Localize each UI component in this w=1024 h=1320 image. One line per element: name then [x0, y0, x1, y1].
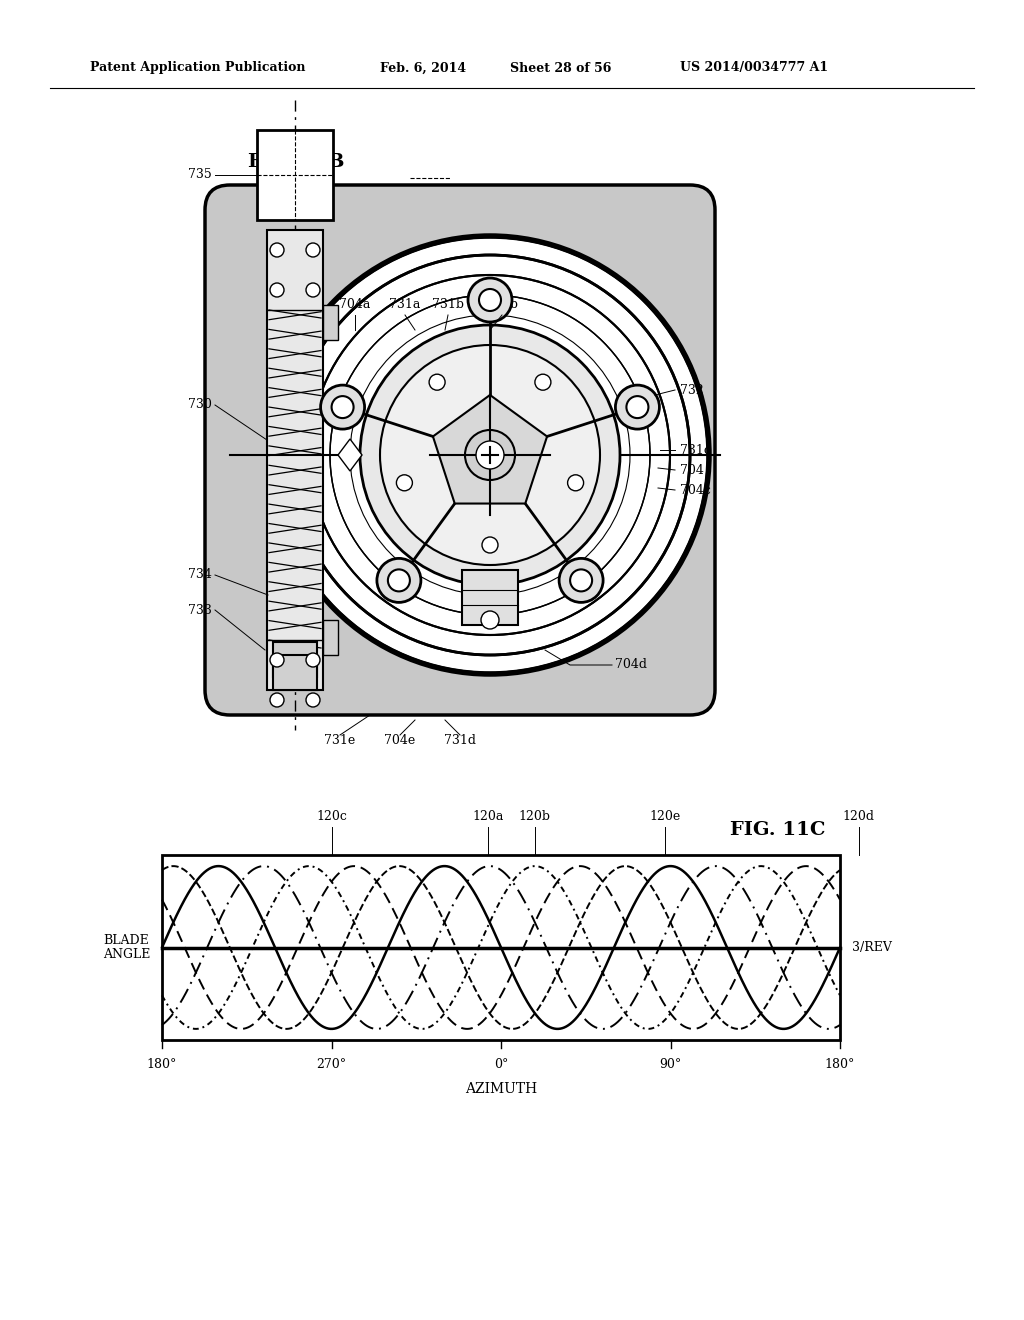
Text: 180°: 180° — [824, 1059, 855, 1071]
Text: 732: 732 — [680, 384, 703, 396]
Text: 704e: 704e — [384, 734, 416, 747]
Text: 120d: 120d — [843, 810, 874, 822]
Text: Sheet 28 of 56: Sheet 28 of 56 — [510, 62, 611, 74]
Circle shape — [570, 569, 592, 591]
Circle shape — [627, 396, 648, 418]
Circle shape — [360, 325, 620, 585]
Text: AZIMUTH: AZIMUTH — [465, 1082, 537, 1096]
Circle shape — [270, 693, 284, 708]
Circle shape — [559, 558, 603, 602]
Circle shape — [479, 289, 501, 312]
Text: FIG. 11C: FIG. 11C — [730, 821, 825, 840]
Text: 120c: 120c — [316, 810, 347, 822]
Text: 734: 734 — [188, 569, 212, 582]
Text: FIG. 11B: FIG. 11B — [248, 153, 344, 172]
Circle shape — [270, 653, 284, 667]
Circle shape — [388, 569, 410, 591]
Circle shape — [481, 611, 499, 630]
Circle shape — [615, 385, 659, 429]
Circle shape — [567, 475, 584, 491]
Circle shape — [465, 430, 515, 480]
FancyBboxPatch shape — [205, 185, 715, 715]
Circle shape — [429, 374, 445, 391]
Bar — [267, 230, 323, 690]
Circle shape — [306, 282, 319, 297]
Text: 704: 704 — [680, 463, 703, 477]
Text: 704c: 704c — [680, 483, 711, 496]
Text: 735: 735 — [188, 169, 212, 181]
Text: 733: 733 — [188, 603, 212, 616]
Text: 90°: 90° — [659, 1059, 682, 1071]
Circle shape — [321, 385, 365, 429]
Text: 3/REV: 3/REV — [852, 941, 892, 954]
Circle shape — [306, 693, 319, 708]
Circle shape — [270, 282, 284, 297]
Bar — [323, 305, 338, 341]
Circle shape — [332, 396, 353, 418]
Text: BLADE
ANGLE: BLADE ANGLE — [102, 933, 150, 961]
Text: Feb. 6, 2014: Feb. 6, 2014 — [380, 62, 466, 74]
Circle shape — [476, 441, 504, 469]
Text: 731b: 731b — [432, 298, 464, 312]
Circle shape — [377, 558, 421, 602]
Bar — [273, 642, 317, 677]
Circle shape — [396, 475, 413, 491]
Text: 731d: 731d — [444, 734, 476, 747]
Polygon shape — [433, 395, 547, 503]
Circle shape — [270, 243, 284, 257]
Text: 704b: 704b — [486, 298, 518, 312]
Text: 120e: 120e — [649, 810, 681, 822]
Circle shape — [306, 653, 319, 667]
Text: US 2014/0034777 A1: US 2014/0034777 A1 — [680, 62, 828, 74]
Bar — [323, 620, 338, 655]
Text: 731e: 731e — [325, 734, 355, 747]
Text: 730: 730 — [188, 399, 212, 412]
Circle shape — [535, 374, 551, 391]
Bar — [162, 855, 840, 1040]
Polygon shape — [338, 440, 362, 471]
Circle shape — [380, 345, 600, 565]
Text: 731c: 731c — [680, 444, 711, 457]
Circle shape — [306, 243, 319, 257]
Text: 704d: 704d — [615, 659, 647, 672]
Text: 180°: 180° — [146, 1059, 177, 1071]
Text: 731a: 731a — [389, 298, 421, 312]
Bar — [257, 129, 333, 220]
Bar — [462, 570, 518, 624]
Bar — [273, 655, 317, 690]
Text: 270°: 270° — [316, 1059, 346, 1071]
Text: 120b: 120b — [519, 810, 551, 822]
Circle shape — [468, 279, 512, 322]
Text: Patent Application Publication: Patent Application Publication — [90, 62, 305, 74]
Circle shape — [272, 238, 708, 673]
Circle shape — [482, 537, 498, 553]
Text: 0°: 0° — [494, 1059, 508, 1071]
Text: 704a: 704a — [339, 298, 371, 312]
Text: 120a: 120a — [472, 810, 504, 822]
